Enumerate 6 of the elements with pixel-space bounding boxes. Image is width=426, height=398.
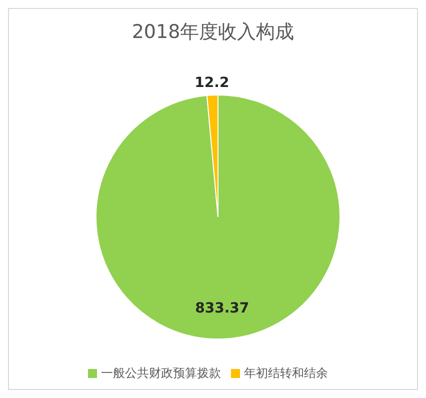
pie-slice (96, 94, 340, 340)
data-label: 12.2 (194, 75, 230, 92)
legend-label: 一般公共财政预算拨款 (101, 366, 221, 380)
chart-title: 2018年度收入构成 (130, 20, 296, 45)
legend-label: 年初结转和结余 (244, 366, 328, 380)
data-label: 833.37 (195, 300, 250, 316)
